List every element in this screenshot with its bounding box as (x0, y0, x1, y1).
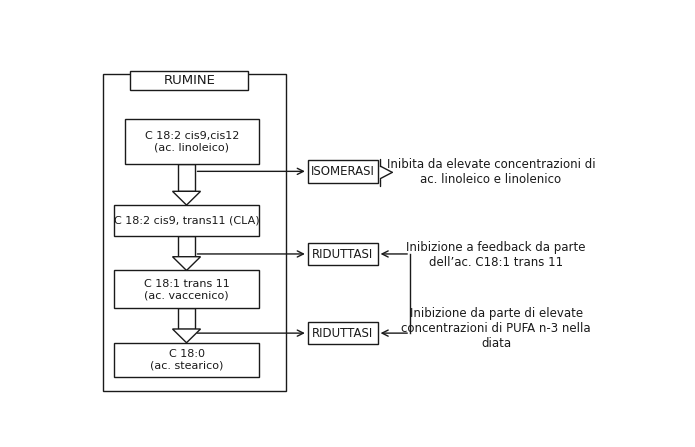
Polygon shape (172, 257, 201, 270)
Bar (103, 74, 286, 391)
Bar (124, 119, 259, 164)
Text: C 18:2 cis9, trans11 (CLA): C 18:2 cis9, trans11 (CLA) (114, 215, 259, 226)
Text: ISOMERASI: ISOMERASI (311, 165, 375, 178)
Text: Inibita da elevate concentrazioni di
ac. linoleico e linolenico: Inibita da elevate concentrazioni di ac.… (386, 158, 595, 186)
Text: RIDUTTASI: RIDUTTASI (312, 248, 373, 261)
Text: RUMINE: RUMINE (163, 74, 215, 87)
Bar (179, 236, 195, 257)
Text: C 18:0
(ac. stearico): C 18:0 (ac. stearico) (150, 349, 223, 371)
Bar (114, 270, 259, 308)
Text: Inibizione a feedback da parte
dell’ac. C18:1 trans 11: Inibizione a feedback da parte dell’ac. … (407, 241, 586, 269)
Bar (308, 243, 378, 266)
Bar (179, 164, 195, 191)
Text: RIDUTTASI: RIDUTTASI (312, 327, 373, 340)
Text: C 18:1 trans 11
(ac. vaccenico): C 18:1 trans 11 (ac. vaccenico) (144, 278, 229, 300)
Polygon shape (172, 329, 201, 343)
Text: Inibizione da parte di elevate
concentrazioni di PUFA n-3 nella
diata: Inibizione da parte di elevate concentra… (402, 308, 591, 350)
Bar (114, 205, 259, 236)
Bar (114, 343, 259, 377)
Bar (130, 71, 249, 90)
Bar (308, 160, 378, 183)
Polygon shape (172, 191, 201, 205)
Bar (308, 322, 378, 345)
Bar (179, 308, 195, 329)
Text: C 18:2 cis9,cis12
(ac. linoleico): C 18:2 cis9,cis12 (ac. linoleico) (145, 131, 239, 152)
